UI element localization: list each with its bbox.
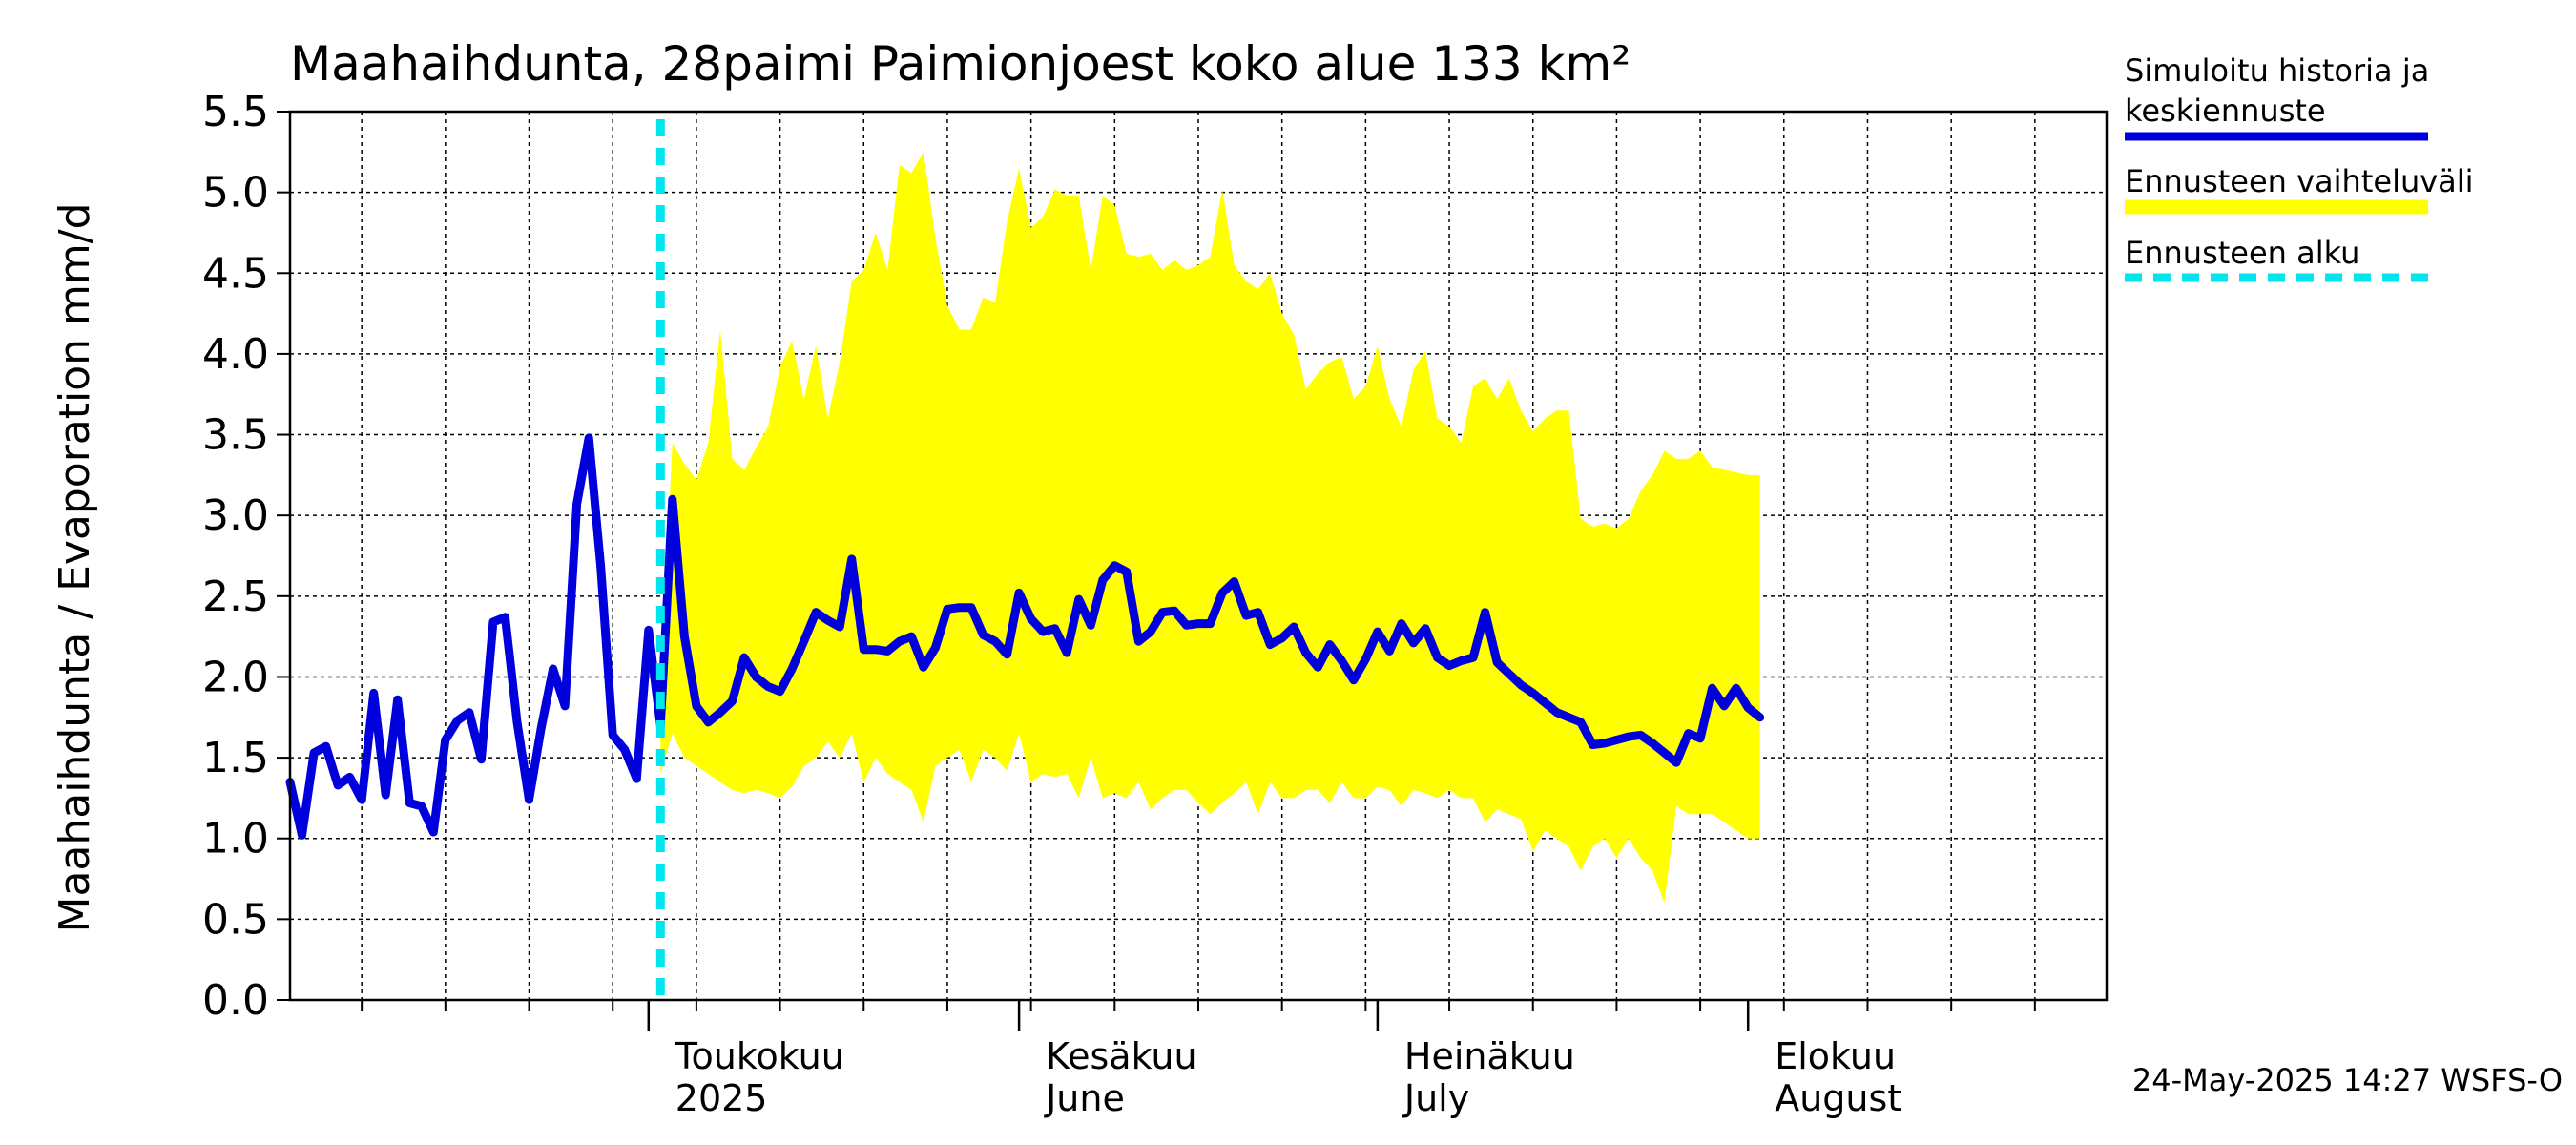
- x-month-label: Heinäkuu: [1404, 1035, 1575, 1077]
- footer-timestamp: 24-May-2025 14:27 WSFS-O: [2132, 1062, 2563, 1098]
- mean-forecast-line: [285, 433, 1765, 840]
- y-tick-label: 3.5: [202, 411, 269, 460]
- legend: Simuloitu historia ja keskiennuste Ennus…: [2125, 52, 2474, 282]
- legend-label-forecast-start: Ennusteen alku: [2125, 235, 2359, 271]
- y-tick-label: 2.0: [202, 653, 269, 701]
- y-tick-label: 5.5: [202, 88, 269, 136]
- y-axis-ticks: 0.0 0.5 1.0 1.5 2.0 2.5 3.0 3.5 4.0 4.5 5.0 5.5: [202, 88, 290, 1025]
- y-tick-label: 0.0: [202, 976, 269, 1025]
- y-tick-label: 1.0: [202, 815, 269, 864]
- x-month-label: Kesäkuu: [1046, 1035, 1197, 1077]
- x-month-sublabel: June: [1044, 1077, 1125, 1119]
- forecast-range-area: [660, 152, 1760, 904]
- y-tick-label: 3.0: [202, 491, 269, 540]
- mean-forecast-line-group: [285, 433, 1765, 840]
- y-axis-label: Maahaihdunta / Evaporation mm/d: [51, 202, 99, 932]
- x-month-label: Toukokuu: [675, 1035, 844, 1077]
- y-tick-label: 1.5: [202, 734, 269, 782]
- legend-label-history-line1: Simuloitu historia ja: [2125, 52, 2429, 89]
- legend-label-range: Ennusteen vaihteluväli: [2125, 163, 2474, 199]
- x-month-label: Elokuu: [1775, 1035, 1896, 1077]
- y-tick-label: 5.0: [202, 169, 269, 218]
- y-tick-label: 4.5: [202, 249, 269, 298]
- chart-title: Maahaihdunta, 28paimi Paimionjoest koko …: [290, 36, 1631, 92]
- x-month-sublabel: 2025: [675, 1077, 768, 1119]
- y-tick-label: 4.0: [202, 330, 269, 379]
- forecast-range-band: [660, 152, 1760, 904]
- legend-label-history-line2: keskiennuste: [2125, 93, 2326, 129]
- x-month-sublabel: August: [1775, 1077, 1901, 1119]
- y-tick-label: 0.5: [202, 895, 269, 944]
- x-month-sublabel: July: [1402, 1077, 1469, 1119]
- y-tick-label: 2.5: [202, 572, 269, 621]
